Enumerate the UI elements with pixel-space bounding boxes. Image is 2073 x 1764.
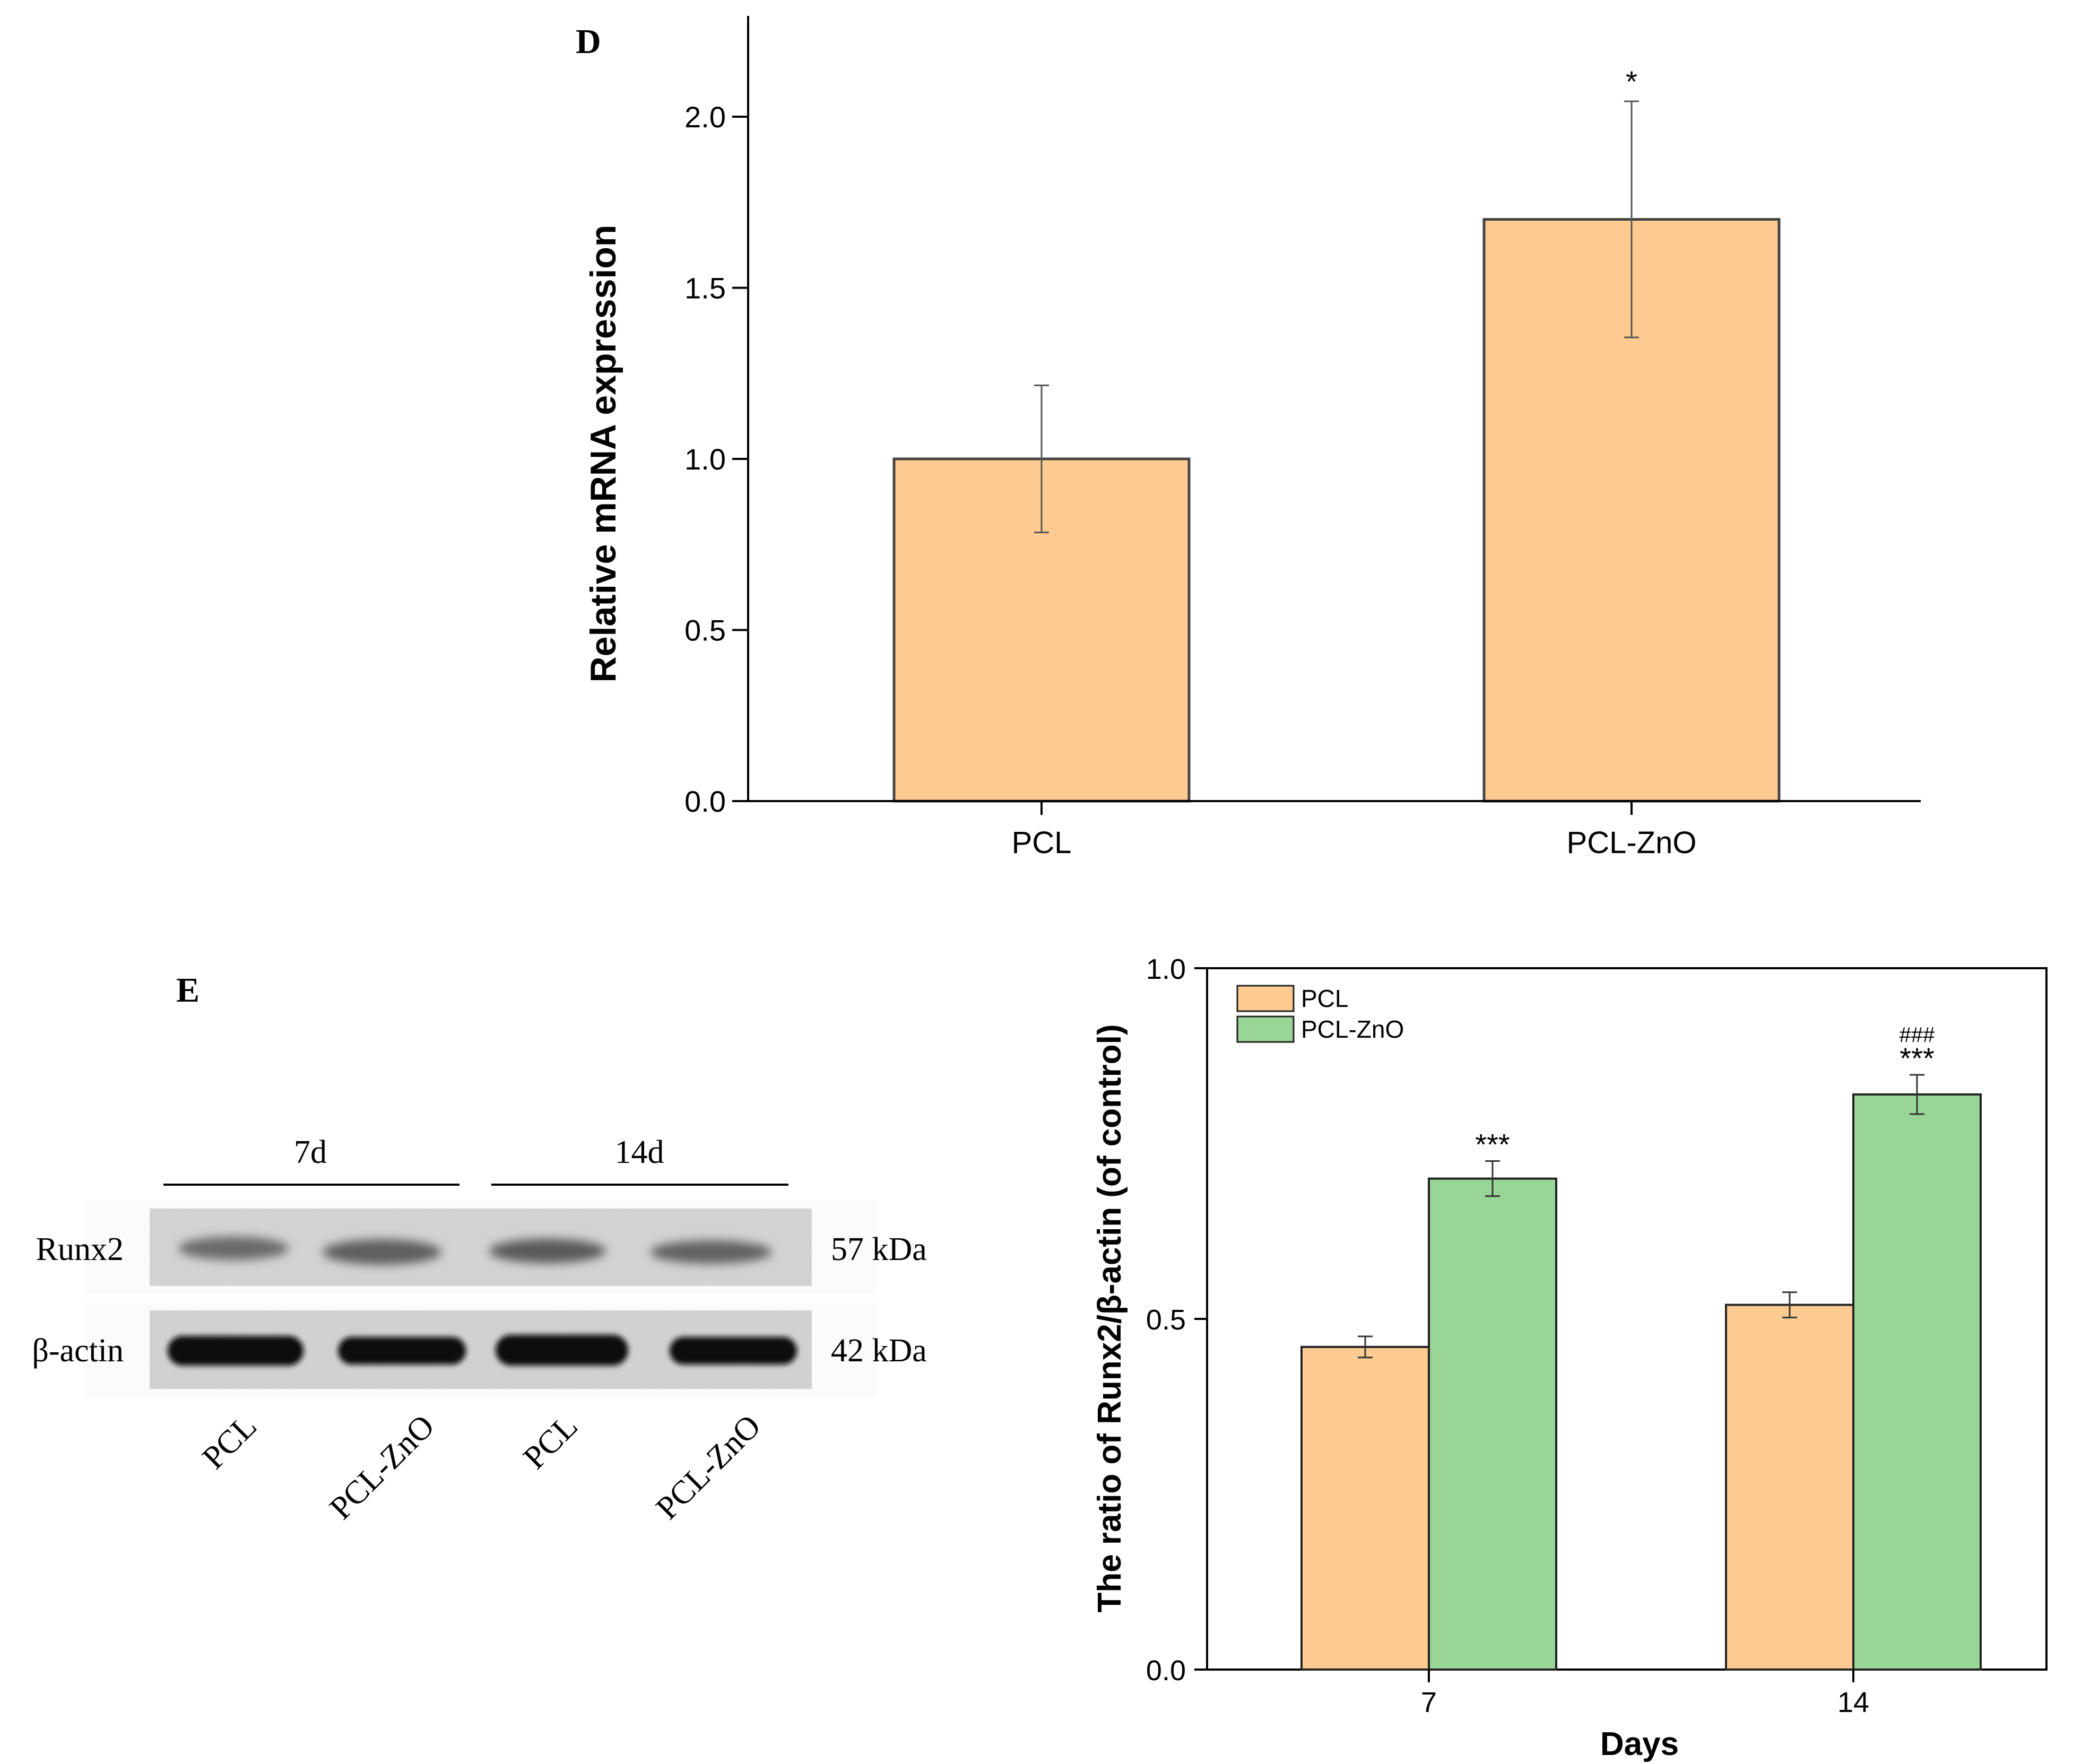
panel-d-mrna-chart: D * 0.0 0.5 1.0 1.5 2.0 PCL PCL-ZnO Relative m… [576,16,1921,860]
panel-d-y-tick-label: 0.0 [684,785,726,818]
panel-e-bars: ******### [1300,1023,1982,1671]
blot-lane-1: PCL [195,1408,263,1476]
blot-group-7d: 7d [294,1134,327,1170]
panel-e-axes: 0.0 0.5 1.0 7 14 [1146,953,1869,1718]
actin-band-lane1 [168,1336,303,1366]
panel-e-bar [1852,1093,1982,1671]
blot-lane-2: PCL-ZnO [323,1408,441,1526]
panel-d-y-tick-label: 2.0 [684,100,726,134]
panel-d-significance: * [1626,65,1637,98]
panel-e-western-blot: E 7d 14d [32,971,926,1526]
panel-e-y-tick-label: 0.5 [1146,1304,1186,1336]
panel-e-y-tick-label: 0.0 [1146,1655,1186,1687]
panel-e-significance-hash: ### [1899,1023,1935,1047]
panel-e-label: E [176,971,200,1010]
panel-d-y-axis-label: Relative mRNA expression [583,225,623,683]
runx2-band-lane2 [323,1239,441,1265]
blot-size-runx2: 57 kDa [831,1231,927,1267]
panel-e-y-axis-label: The ratio of Runx2/β-actin (of control) [1091,1024,1128,1612]
blot-lane-3: PCL [516,1408,584,1476]
runx2-band-lane4 [650,1240,772,1264]
panel-e-x-axis-label: Days [1600,1726,1679,1762]
panel-e-x-tick-label: 14 [1837,1687,1869,1718]
panel-e-legend-label: PCL-ZnO [1301,1015,1404,1043]
panel-d-label: D [576,22,601,61]
blot-row-runx2: Runx2 [36,1231,124,1267]
panel-d-bars: * [892,65,1781,803]
blot-lane-4: PCL-ZnO [649,1408,767,1526]
panel-d-y-tick-label: 1.5 [684,272,726,305]
panel-e-legend-swatch [1236,985,1295,1012]
actin-band-lane3 [496,1335,628,1366]
panel-e-bar [1428,1177,1557,1671]
panel-e-legend-swatch [1236,1015,1295,1043]
panel-e-legend: PCL PCL-ZnO [1236,985,1404,1043]
panel-e-significance: *** [1475,1128,1510,1161]
runx2-band-lane3 [489,1239,606,1263]
panel-d-y-tick-label: 1.0 [684,442,726,476]
panel-e-significance: *** [1899,1041,1934,1075]
actin-band-lane4 [670,1337,797,1365]
panel-e-x-tick-label: 7 [1421,1687,1437,1718]
actin-band-lane2 [338,1337,466,1365]
panel-e-legend-label: PCL [1301,985,1348,1012]
panel-e-bar [1300,1345,1430,1671]
panel-d-y-tick-label: 0.5 [684,614,726,647]
panel-e-bar [1725,1304,1854,1671]
panel-d-axes: 0.0 0.5 1.0 1.5 2.0 PCL PCL-ZnO [684,16,1921,860]
blot-size-beta-actin: 42 kDa [831,1333,927,1369]
panel-d-x-tick-label: PCL [1012,825,1072,860]
runx2-band-lane1 [178,1237,289,1260]
blot-group-14d: 14d [615,1134,664,1170]
panel-e-y-tick-label: 1.0 [1146,953,1186,985]
blot-row-beta-actin: β-actin [32,1333,124,1369]
panel-d-x-tick-label: PCL-ZnO [1567,825,1697,860]
